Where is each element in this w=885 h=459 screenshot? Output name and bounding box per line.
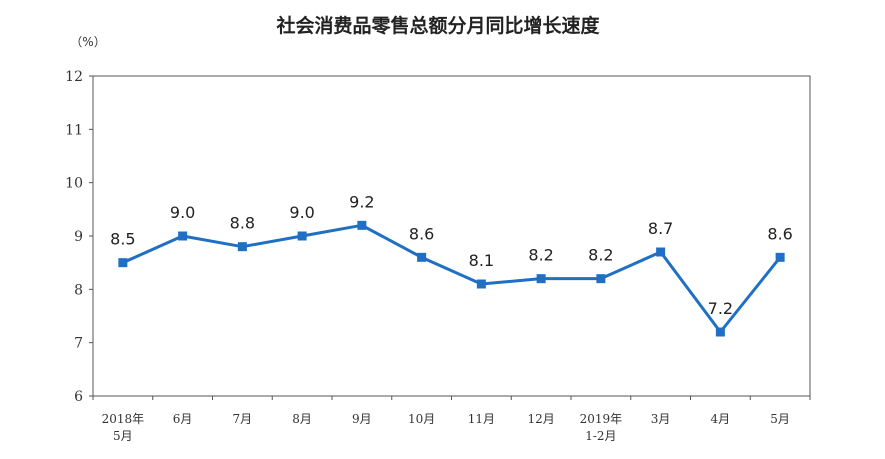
series-line <box>122 223 782 334</box>
data-point <box>596 274 606 284</box>
data-point <box>417 252 427 262</box>
x-tick-label: 5月 <box>113 429 133 443</box>
data-point <box>178 231 188 241</box>
data-point <box>476 279 486 289</box>
y-tick-label: 9 <box>74 229 83 245</box>
data-point <box>536 274 546 284</box>
x-tick-label: 6月 <box>173 412 193 426</box>
data-label: 9.0 <box>170 203 195 222</box>
x-tick-label: 1-2月 <box>585 429 616 443</box>
data-label: 8.2 <box>588 246 613 265</box>
x-tick-label: 4月 <box>711 412 731 426</box>
data-label: 8.8 <box>230 214 255 233</box>
x-tick-label: 2018年 <box>102 412 145 426</box>
y-unit-label: （%） <box>70 35 105 49</box>
x-tick-label: 10月 <box>408 412 435 426</box>
x-tick-label: 3月 <box>651 412 671 426</box>
x-tick-label: 5月 <box>770 412 790 426</box>
y-tick-label: 8 <box>74 282 83 298</box>
x-tick-label: 2019年 <box>580 412 623 426</box>
y-tick-label: 7 <box>74 336 83 352</box>
y-tick-label: 10 <box>65 176 83 192</box>
data-label: 9.0 <box>289 203 314 222</box>
x-tick-label: 11月 <box>468 412 495 426</box>
x-tick-label: 7月 <box>233 412 253 426</box>
data-label: 7.2 <box>708 299 733 318</box>
data-point <box>118 258 128 268</box>
data-point <box>715 327 725 337</box>
data-label: 8.6 <box>767 224 792 243</box>
y-tick-label: 6 <box>74 389 83 405</box>
data-label: 9.2 <box>349 192 374 211</box>
data-point <box>297 231 307 241</box>
data-label: 8.5 <box>110 230 135 249</box>
data-label: 8.7 <box>648 219 673 238</box>
data-point <box>775 252 785 262</box>
chart-title: 社会消费品零售总额分月同比增长速度 <box>275 14 600 37</box>
y-tick-label: 12 <box>65 69 83 85</box>
y-tick-label: 11 <box>65 122 83 138</box>
data-label: 8.2 <box>528 246 553 265</box>
plot-area: 6 7 8 9 10 11 12 2018年 5月 6月 7月 8月 9月 10月 11月 12月 2019年 1… <box>65 69 811 443</box>
data-point <box>237 242 247 252</box>
data-point <box>656 247 666 257</box>
data-label: 8.1 <box>469 251 494 270</box>
x-tick-label: 12月 <box>527 412 554 426</box>
data-point <box>357 220 367 230</box>
x-tick-label: 9月 <box>352 412 372 426</box>
data-label: 8.6 <box>409 224 434 243</box>
plot-frame <box>92 75 811 397</box>
x-tick-label: 8月 <box>292 412 312 426</box>
